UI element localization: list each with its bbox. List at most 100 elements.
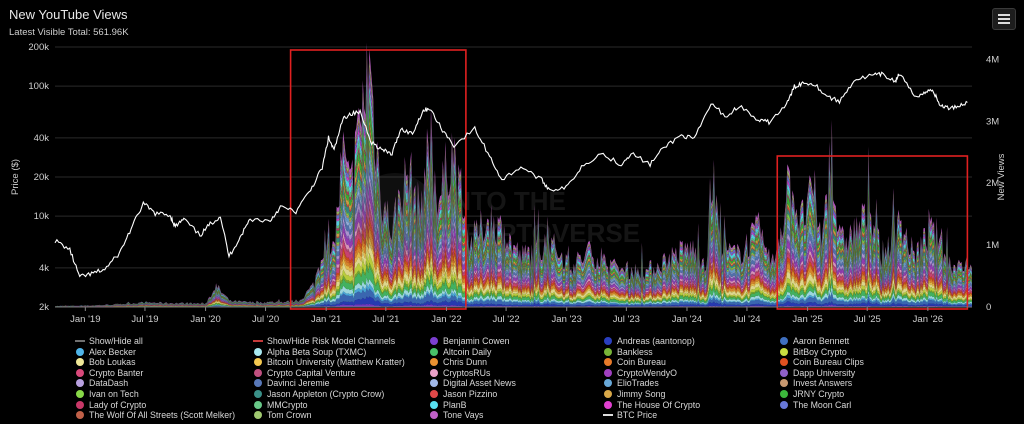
legend-dot-icon (254, 368, 262, 377)
views-layer (55, 168, 972, 307)
right-tick-label: 1M (986, 240, 999, 251)
legend-label: Alpha Beta Soup (TXMC) (267, 346, 367, 357)
left-tick-label: 20k (34, 172, 50, 183)
legend-dot-icon (604, 390, 612, 398)
watermark-text-1: INTO THE (445, 186, 566, 216)
hamburger-menu-icon[interactable] (992, 8, 1016, 30)
legend-dot-icon (254, 379, 262, 388)
views-layer (55, 214, 972, 307)
legend-label: ElioTrades (617, 378, 659, 389)
legend-label: Jimmy Song (617, 389, 666, 399)
highlight-box (776, 155, 969, 310)
legend-dot-icon (780, 358, 788, 367)
right-tick-label: 2M (986, 178, 999, 189)
views-layer (55, 144, 972, 307)
x-tick-label: Jul '25 (854, 314, 881, 325)
legend-dot-icon (430, 390, 438, 398)
x-tick-label: Jul '24 (733, 314, 760, 325)
latest-visible-total: Latest Visible Total: 561.96K (9, 27, 129, 38)
views-layer (55, 260, 972, 307)
legend-dot-icon (430, 347, 438, 356)
legend-label: Jason Appleton (Crypto Crow) (267, 389, 385, 399)
legend-label: Crypto Capital Venture (267, 367, 356, 378)
left-tick-label: 40k (34, 133, 50, 144)
views-layer (55, 181, 972, 307)
legend-label: Aaron Bennett (793, 336, 850, 346)
legend-label: Bitcoin University (Matthew Kratter) (267, 357, 405, 368)
views-layer (55, 250, 972, 307)
legend-label: Invest Answers (793, 378, 853, 389)
x-tick-label: Jul '22 (493, 314, 520, 325)
legend-dot-icon (76, 400, 84, 409)
chart-title: New YouTube Views (9, 7, 128, 22)
legend-dot-icon (780, 400, 788, 409)
legend-dot-icon (780, 368, 788, 377)
legend-dot-icon (76, 411, 84, 420)
x-tick-label: Jan '20 (190, 314, 220, 325)
legend-label: Chris Dunn (443, 357, 488, 368)
x-tick-label: Jul '19 (131, 314, 158, 325)
left-tick-label: 10k (34, 211, 50, 222)
legend-label: The Moon Carl (793, 399, 852, 410)
x-tick-label: Jan '26 (913, 314, 943, 325)
legend-dot-icon (254, 347, 262, 356)
axes: 2k 4k 10k 20k 40k 100k 200k 0 1M 2M 3M 4M Jan '19 Jul… (10, 42, 1007, 325)
views-layer (55, 99, 972, 307)
right-tick-label: 3M (986, 116, 999, 127)
views-layer (55, 225, 972, 307)
legend-line-icon (253, 340, 263, 342)
legend-dot-icon (430, 411, 438, 420)
x-tick-label: Jan '25 (792, 314, 822, 325)
views-stack (55, 42, 972, 307)
legend-dot-icon (604, 368, 612, 377)
views-layer (55, 264, 972, 307)
legend-dot-icon (604, 358, 612, 367)
legend-dot-icon (76, 347, 84, 356)
legend-dot-icon (604, 400, 612, 409)
legend-dot-icon (430, 368, 438, 377)
legend-label: Show/Hide all (89, 336, 143, 346)
legend-dot-icon (76, 358, 84, 367)
legend-label: Benjamin Cowen (443, 336, 510, 346)
x-tick-label: Jan '22 (431, 314, 461, 325)
legend-dot-icon (780, 390, 788, 398)
legend-label: CryptoWendyO (617, 367, 677, 378)
legend-dot-icon (254, 358, 262, 367)
legend-line-icon (75, 340, 85, 342)
x-tick-label: Jul '23 (613, 314, 640, 325)
left-tick-label: 4k (39, 263, 49, 274)
legend-dot-icon (780, 379, 788, 388)
legend-label: Alex Becker (89, 346, 136, 357)
left-tick-label: 100k (28, 81, 49, 92)
legend-label: Show/Hide Risk Model Channels (267, 336, 396, 346)
views-layer (55, 85, 972, 307)
watermark: INTO THE CRYPTOVERSE (353, 173, 640, 257)
legend-label: Coin Bureau Clips (793, 357, 864, 368)
legend-label: MMCrypto (267, 399, 308, 410)
x-tick-label: Jul '21 (372, 314, 399, 325)
legend-label: DataDash (89, 378, 129, 389)
legend-label: Jason Pizzino (443, 389, 498, 399)
views-layer (55, 159, 972, 307)
views-layer (55, 287, 972, 307)
views-layer (55, 205, 972, 307)
legend-label: Andreas (aantonop) (617, 336, 695, 346)
legend-label: Tone Vays (443, 410, 484, 421)
legend-label: Dapp University (793, 367, 856, 378)
legend-dot-icon (430, 337, 438, 345)
legend-dot-icon (76, 368, 84, 377)
legend-dot-icon (780, 337, 788, 345)
legend-label: Tom Crown (267, 410, 312, 421)
legend-label: JRNY Crypto (793, 389, 845, 399)
left-axis-label: Price ($) (10, 159, 21, 195)
btc-price-line (54, 71, 968, 278)
right-tick-label: 0 (986, 302, 991, 313)
left-tick-label: 200k (28, 42, 49, 53)
views-layer (55, 234, 972, 307)
legend-label: PlanB (443, 399, 467, 410)
highlight-boxes (289, 49, 969, 310)
views-layer (55, 194, 972, 307)
legend-dot-icon (430, 358, 438, 367)
left-tick-label: 2k (39, 302, 49, 313)
legend-dot-icon (604, 347, 612, 356)
